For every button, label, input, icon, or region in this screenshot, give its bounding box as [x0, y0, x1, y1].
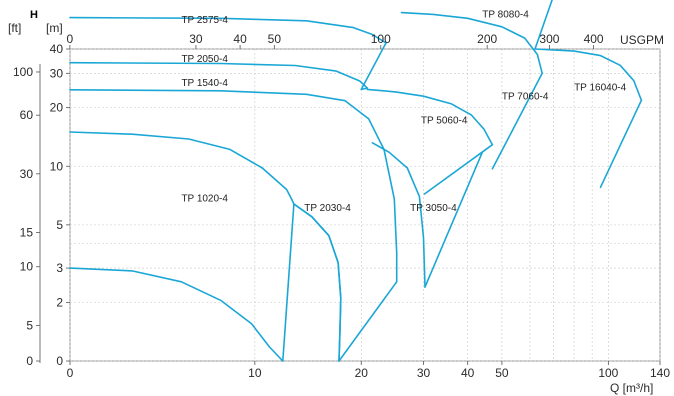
- series-label: TP 8080-4: [482, 10, 529, 21]
- curve-tp-16040-4: [534, 48, 643, 102]
- curve-tp-2575-4: [69, 16, 387, 44]
- m-tick-label: 3: [56, 261, 63, 275]
- q-tick-label: 50: [495, 366, 509, 380]
- curve-tp-1020-4: [69, 267, 284, 362]
- connector-tp-2575-4: [360, 42, 387, 91]
- ft-tick-label: 100: [13, 65, 33, 79]
- usgpm-tick-label: 100: [371, 32, 391, 46]
- m-tick-label: 5: [56, 218, 63, 232]
- m-unit-label: [m]: [46, 21, 63, 35]
- usgpm-unit-label: USGPM: [620, 33, 664, 47]
- m-tick-label: 2: [56, 295, 63, 309]
- connector-tp-3050-4: [424, 151, 484, 288]
- series-label: TP 2030-4: [304, 203, 351, 214]
- series-label: TP 3050-4: [410, 203, 457, 214]
- curve-tp-5060-4: [366, 88, 494, 146]
- m-tick-label: 20: [50, 101, 64, 115]
- curve-tp-2050-4: [69, 61, 369, 89]
- q-tick-label: 40: [461, 366, 475, 380]
- ft-tick-label: 10: [20, 260, 34, 274]
- connector-tp-16040-4: [599, 99, 643, 189]
- series-label: TP 2050-4: [181, 54, 228, 65]
- m-tick-label: 30: [50, 66, 64, 80]
- series-label: TP 16040-4: [574, 82, 627, 93]
- ft-tick-label: 60: [20, 108, 34, 122]
- m-tick-label: 40: [50, 42, 64, 56]
- q-axis-label: Q [m³/h]: [610, 381, 653, 395]
- ft-tick-label: 15: [20, 225, 34, 239]
- series-label: TP 1020-4: [181, 193, 228, 204]
- curve-tp-3050-4: [371, 142, 426, 288]
- series-label: TP 5060-4: [421, 115, 468, 126]
- q-tick-label: 20: [355, 366, 369, 380]
- usgpm-tick-label: 30: [189, 32, 203, 46]
- m-tick-label: 10: [50, 159, 64, 173]
- connector-tp-8080-4: [534, 0, 553, 50]
- usgpm-tick-label: 40: [233, 32, 247, 46]
- ft-tick-label: 30: [20, 167, 34, 181]
- axis-letter-h: H: [30, 9, 38, 21]
- grid-layer: [69, 48, 661, 362]
- label-layer: TP 1020-4 TP 2030-4 TP 1540-4 TP 2050-4 TP 2…: [181, 10, 626, 214]
- series-label: TP 2575-4: [181, 15, 228, 26]
- usgpm-tick-label: 200: [477, 32, 497, 46]
- connector-tp-1020-4: [282, 203, 295, 362]
- ft-unit-label: [ft]: [8, 21, 21, 35]
- q-tick-label: 140: [650, 366, 670, 380]
- curve-layer: [69, 0, 643, 362]
- usgpm-tick-label: 0: [67, 32, 74, 46]
- ft-tick-label: 0: [26, 354, 33, 368]
- ft-tick-label: 5: [26, 318, 33, 332]
- curve-tp-7060-4: [400, 11, 543, 75]
- curve-tp-1540-4: [69, 89, 398, 283]
- q-tick-label: 100: [598, 366, 618, 380]
- q-tick-label: 0: [67, 366, 74, 380]
- connector-tp-2030-4: [338, 281, 398, 362]
- curve-top-tp-2030-4: [293, 203, 342, 362]
- curve-top-tp-1020-4: [69, 131, 295, 205]
- m-tick-label: 0: [56, 354, 63, 368]
- q-tick-label: 30: [417, 366, 431, 380]
- connector-tp-5060-4: [423, 143, 494, 195]
- usgpm-tick-label: 300: [539, 32, 559, 46]
- usgpm-tick-label: 400: [584, 32, 604, 46]
- q-tick-label: 10: [248, 366, 262, 380]
- series-label: TP 7060-4: [502, 92, 549, 103]
- plot-area: [69, 48, 661, 362]
- connector-tp-7060-4: [491, 72, 543, 170]
- series-label: TP 1540-4: [181, 78, 228, 89]
- usgpm-tick-label: 50: [268, 32, 282, 46]
